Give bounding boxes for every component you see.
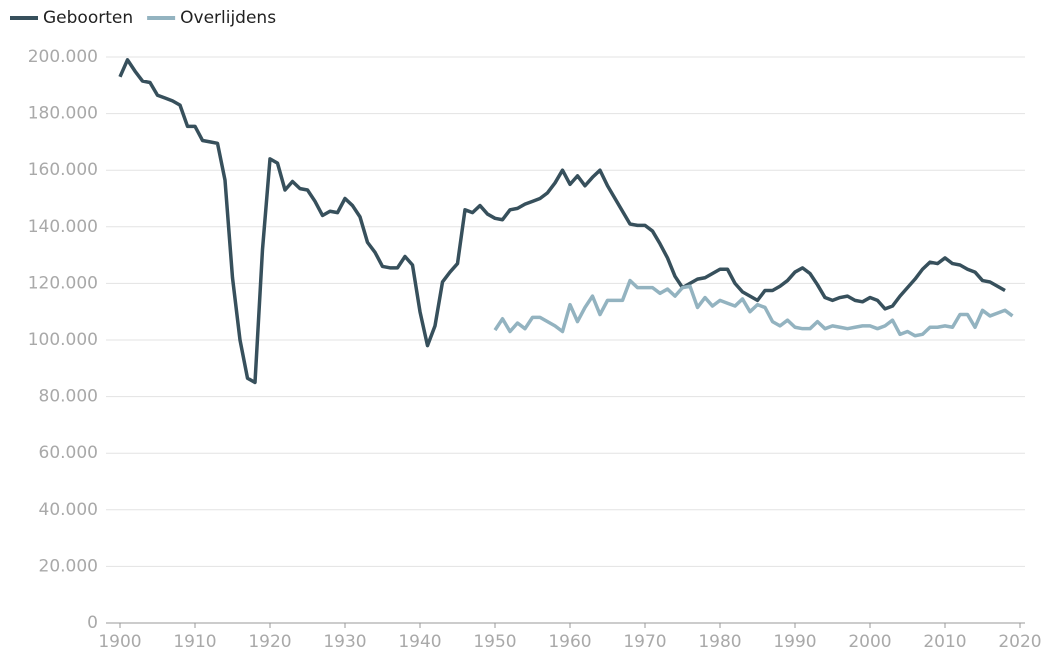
x-tick-label: 1950 — [473, 632, 516, 652]
y-tick-label: 0 — [87, 613, 98, 633]
y-tick-label: 100.000 — [28, 330, 98, 350]
x-tick-label: 2010 — [923, 632, 966, 652]
x-tick-label: 1910 — [173, 632, 216, 652]
x-tick-label: 2000 — [848, 632, 891, 652]
legend-label: Geboorten — [43, 8, 133, 28]
y-tick-label: 120.000 — [28, 273, 98, 293]
x-tick-label: 1980 — [698, 632, 741, 652]
y-tick-label: 200.000 — [28, 47, 98, 67]
x-tick-label: 1930 — [323, 632, 366, 652]
x-tick-label: 1990 — [773, 632, 816, 652]
x-tick-label: 2020 — [998, 632, 1041, 652]
y-tick-label: 20.000 — [39, 556, 98, 576]
y-tick-label: 80.000 — [39, 387, 98, 407]
x-tick-label: 1900 — [98, 632, 141, 652]
x-tick-label: 1970 — [623, 632, 666, 652]
x-tick-label: 1920 — [248, 632, 291, 652]
x-tick-label: 1940 — [398, 632, 441, 652]
series-line — [118, 58, 1006, 385]
y-tick-label: 40.000 — [39, 500, 98, 520]
x-tick-label: 1960 — [548, 632, 591, 652]
y-tick-label: 60.000 — [39, 443, 98, 463]
series-line — [493, 278, 1014, 338]
y-tick-label: 160.000 — [28, 160, 98, 180]
y-tick-label: 180.000 — [28, 104, 98, 124]
y-tick-label: 140.000 — [28, 217, 98, 237]
legend-label: Overlijdens — [180, 8, 276, 28]
